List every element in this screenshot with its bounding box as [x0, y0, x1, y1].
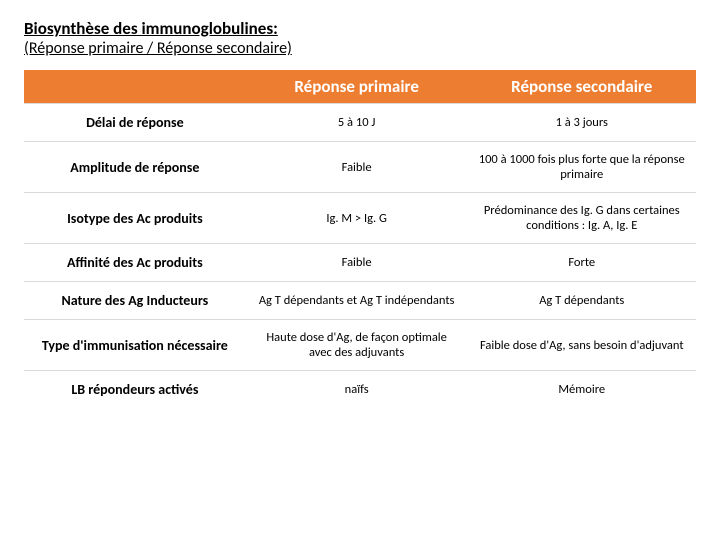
table-row: Nature des Ag Inducteurs Ag T dépendants… — [24, 282, 696, 320]
header-primary: Réponse primaire — [246, 70, 468, 104]
cell-secondary: 1 à 3 jours — [468, 104, 697, 142]
cell-secondary: Faible dose d'Ag, sans besoin d'adjuvant — [468, 320, 697, 371]
table-row: Isotype des Ac produits Ig. M > Ig. G Pr… — [24, 193, 696, 244]
row-label: Type d'immunisation nécessaire — [24, 320, 246, 371]
cell-secondary: Mémoire — [468, 371, 697, 409]
row-label: Affinité des Ac produits — [24, 244, 246, 282]
table-row: Amplitude de réponse Faible 100 à 1000 f… — [24, 142, 696, 193]
row-label: Isotype des Ac produits — [24, 193, 246, 244]
row-label: Amplitude de réponse — [24, 142, 246, 193]
title-line-1: Biosynthèse des immunoglobulines: — [24, 18, 696, 39]
row-label: LB répondeurs activés — [24, 371, 246, 409]
cell-primary: naïfs — [246, 371, 468, 409]
cell-secondary: Forte — [468, 244, 697, 282]
title-block: Biosynthèse des immunoglobulines: (Répon… — [24, 18, 696, 58]
table-row: LB répondeurs activés naïfs Mémoire — [24, 371, 696, 409]
cell-secondary: Ag T dépendants — [468, 282, 697, 320]
cell-primary: Haute dose d'Ag, de façon optimale avec … — [246, 320, 468, 371]
cell-primary: Faible — [246, 244, 468, 282]
cell-secondary: Prédominance des Ig. G dans certaines co… — [468, 193, 697, 244]
table-row: Délai de réponse 5 à 10 J 1 à 3 jours — [24, 104, 696, 142]
cell-primary: Ag T dépendants et Ag T indépendants — [246, 282, 468, 320]
table-header-row: Réponse primaire Réponse secondaire — [24, 70, 696, 104]
cell-primary: 5 à 10 J — [246, 104, 468, 142]
cell-secondary: 100 à 1000 fois plus forte que la répons… — [468, 142, 697, 193]
row-label: Nature des Ag Inducteurs — [24, 282, 246, 320]
cell-primary: Faible — [246, 142, 468, 193]
row-label: Délai de réponse — [24, 104, 246, 142]
table-row: Affinité des Ac produits Faible Forte — [24, 244, 696, 282]
table-row: Type d'immunisation nécessaire Haute dos… — [24, 320, 696, 371]
title-line-2: (Réponse primaire / Réponse secondaire) — [24, 39, 696, 58]
cell-primary: Ig. M > Ig. G — [246, 193, 468, 244]
comparison-table: Réponse primaire Réponse secondaire Déla… — [24, 70, 696, 408]
header-blank — [24, 70, 246, 104]
header-secondary: Réponse secondaire — [468, 70, 697, 104]
